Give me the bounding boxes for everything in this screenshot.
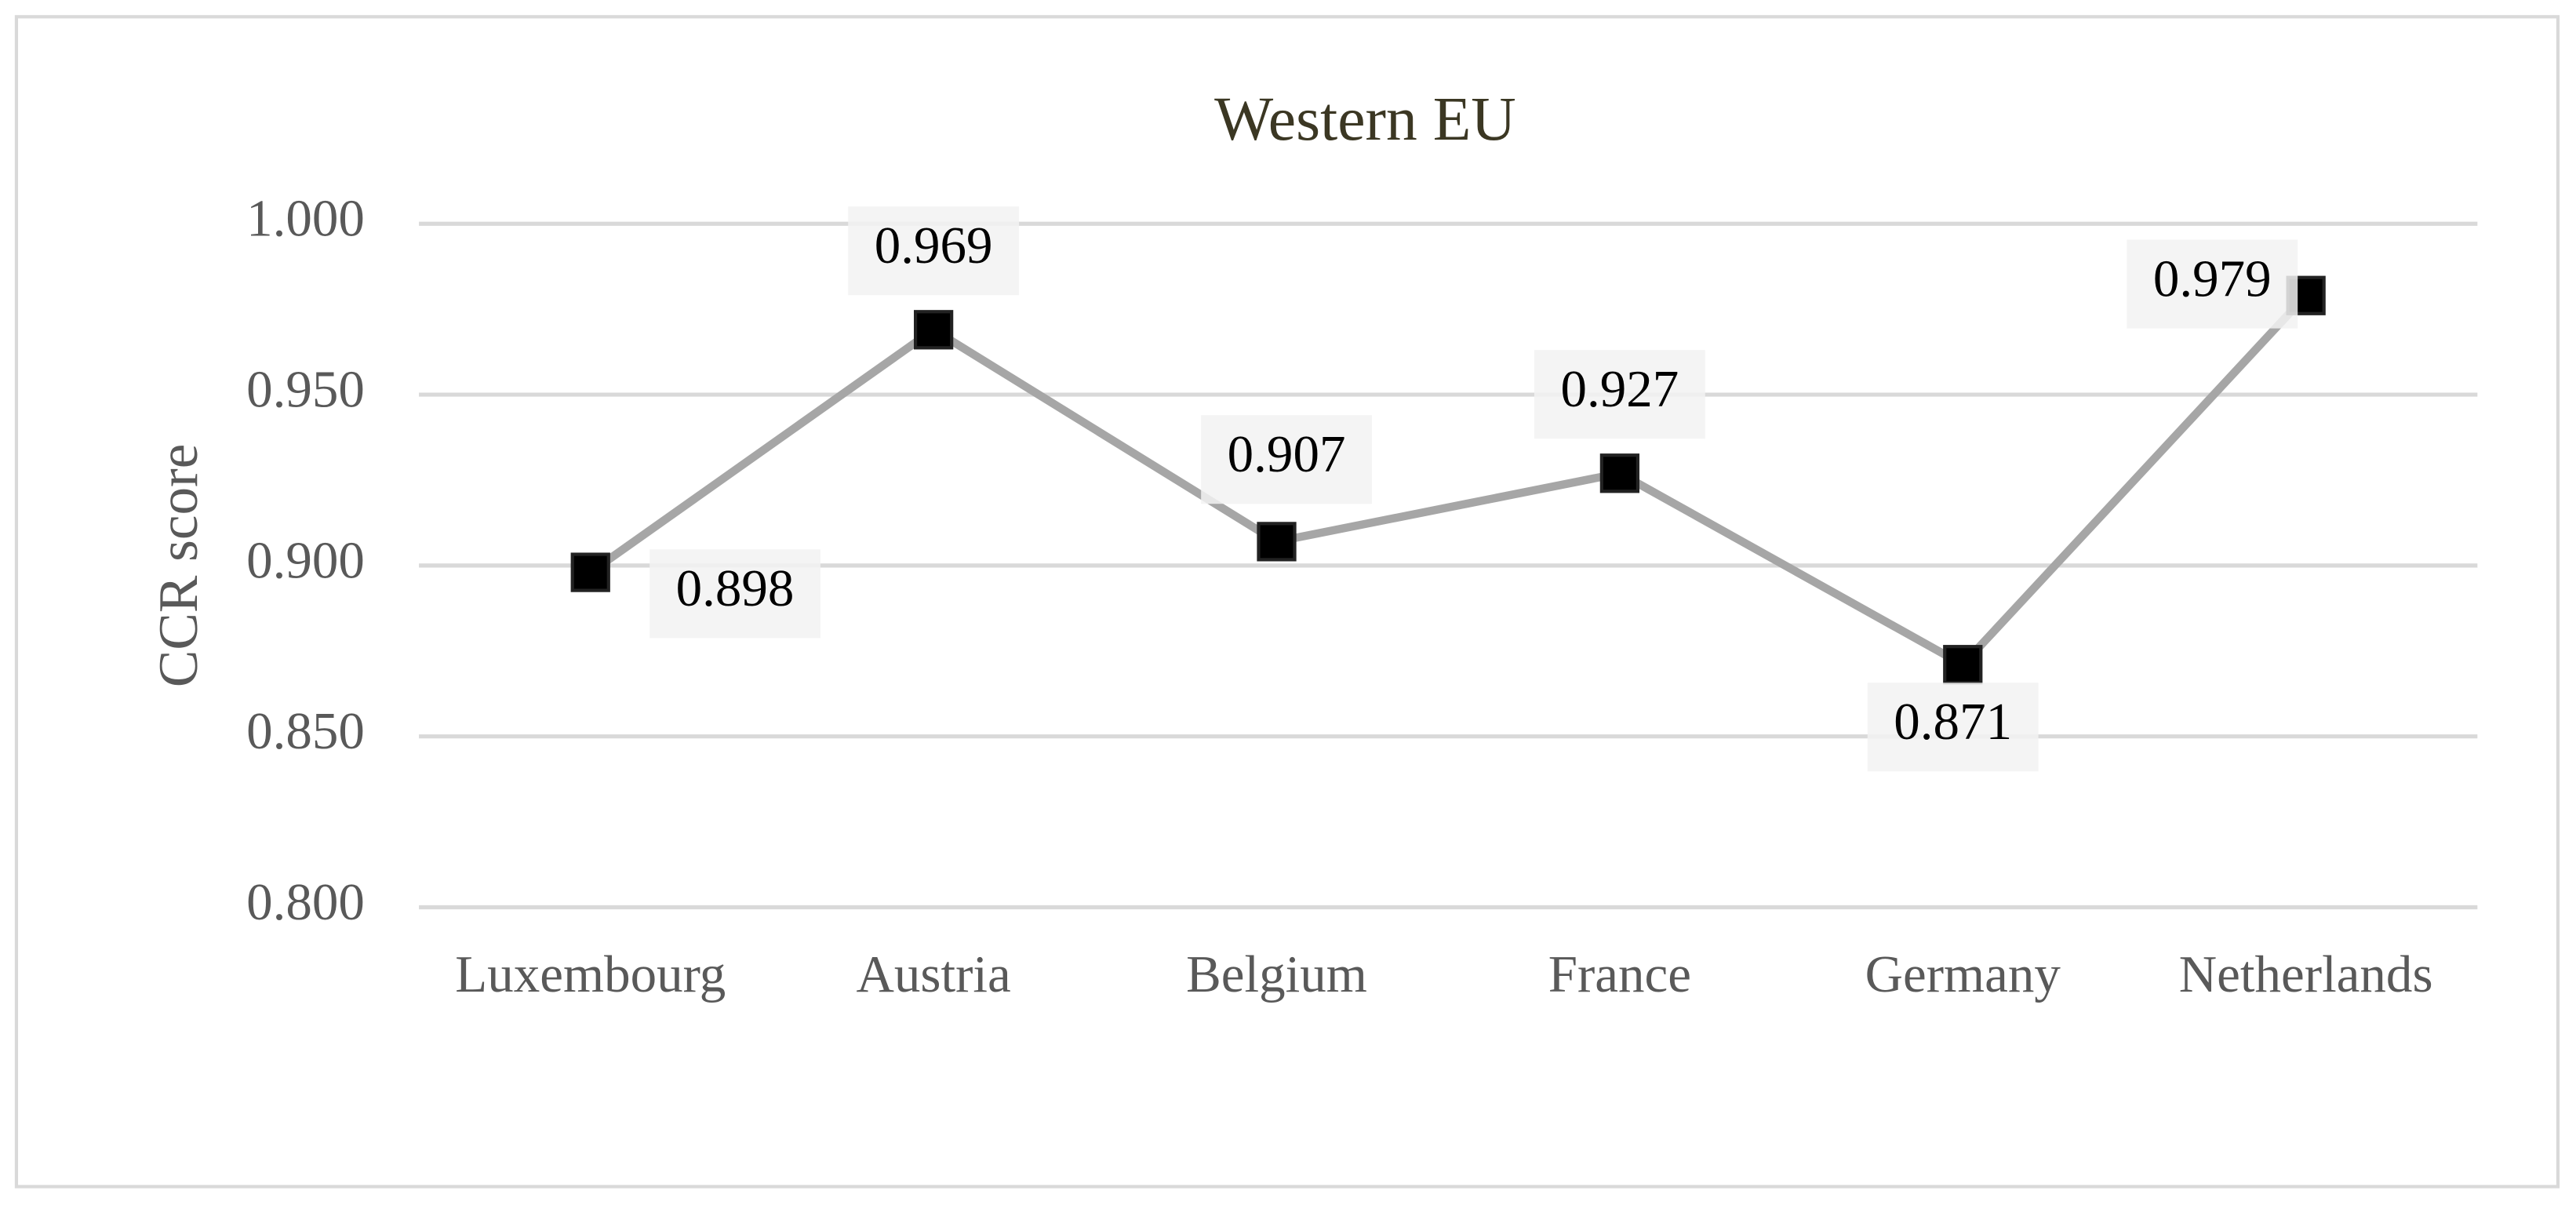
data-label-box xyxy=(848,206,1020,296)
chart-title: Western EU xyxy=(1214,85,1516,154)
marker xyxy=(914,310,954,350)
x-tick-label: France xyxy=(1548,945,1691,1003)
y-axis-label: CCR score xyxy=(148,444,209,687)
x-tick-label: Germany xyxy=(1865,945,2061,1003)
data-label-box xyxy=(2127,239,2298,329)
data-label: 0.927 xyxy=(1560,360,1679,418)
data-label-box xyxy=(1867,683,2039,772)
data-label-box xyxy=(1201,415,1372,504)
data-label-box xyxy=(649,549,820,639)
y-tick-label: 0.950 xyxy=(246,360,365,418)
data-label: 0.979 xyxy=(2153,249,2272,308)
data-label: 0.898 xyxy=(676,559,795,617)
data-label: 0.871 xyxy=(1894,693,2012,751)
y-tick-label: 1.000 xyxy=(246,190,365,248)
data-label: 0.907 xyxy=(1228,425,1346,483)
x-tick-label: Belgium xyxy=(1186,945,1367,1003)
marker xyxy=(570,552,610,592)
x-tick-label: Austria xyxy=(856,945,1010,1003)
chart-border xyxy=(14,15,2560,1189)
marker xyxy=(1257,522,1297,562)
x-tick-label: Luxembourg xyxy=(455,945,726,1003)
data-label: 0.969 xyxy=(875,217,993,275)
y-tick-label: 0.800 xyxy=(246,873,365,931)
x-tick-label: Netherlands xyxy=(2179,945,2433,1003)
data-line xyxy=(588,293,2309,669)
marker xyxy=(1943,645,1983,685)
data-label-box xyxy=(1534,350,1705,439)
y-tick-label: 0.850 xyxy=(246,702,365,760)
y-tick-label: 0.900 xyxy=(246,531,365,589)
marker xyxy=(1599,453,1640,493)
